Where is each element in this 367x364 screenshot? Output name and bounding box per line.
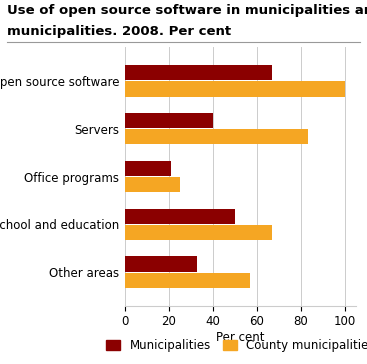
Text: Use of open source software in municipalities and county: Use of open source software in municipal…: [7, 4, 367, 17]
Bar: [125, 81, 345, 96]
Legend: Municipalities, County municipalities: Municipalities, County municipalities: [101, 334, 367, 357]
Bar: [125, 129, 308, 145]
Bar: [125, 209, 235, 224]
Bar: [125, 257, 197, 272]
Bar: [125, 273, 250, 288]
Bar: [125, 113, 213, 128]
Text: municipalities. 2008. Per cent: municipalities. 2008. Per cent: [7, 25, 232, 39]
X-axis label: Per cent: Per cent: [216, 331, 265, 344]
Bar: [125, 225, 272, 240]
Bar: [125, 65, 272, 80]
Bar: [125, 161, 171, 176]
Bar: [125, 177, 180, 192]
